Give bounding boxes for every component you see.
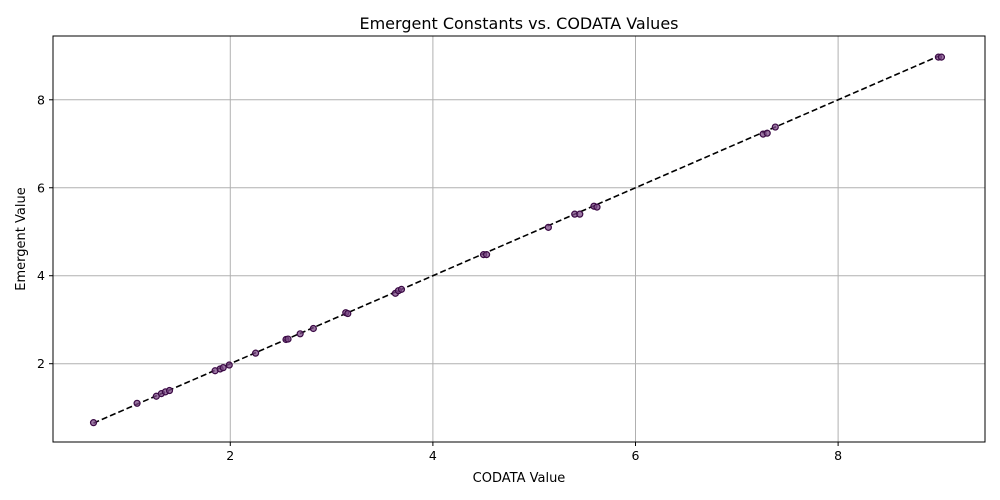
y-tick-label: 4 xyxy=(37,268,45,283)
data-point xyxy=(544,223,552,231)
data-point xyxy=(133,399,141,407)
data-point xyxy=(219,364,227,372)
data-point xyxy=(937,53,946,61)
data-points xyxy=(89,53,946,427)
y-tick-label: 8 xyxy=(37,92,45,107)
x-tick-label: 8 xyxy=(834,448,842,463)
data-point xyxy=(771,123,779,131)
x-tick-label: 2 xyxy=(226,448,234,463)
chart-title: Emergent Constants vs. CODATA Values xyxy=(359,14,678,33)
x-tick-label: 6 xyxy=(632,448,640,463)
data-point xyxy=(344,309,352,318)
data-point xyxy=(763,129,771,137)
plot-frame xyxy=(52,35,986,443)
data-point xyxy=(89,419,98,427)
grid-lines xyxy=(53,36,985,442)
data-point xyxy=(252,349,260,357)
x-tick-label: 4 xyxy=(429,448,437,463)
data-point xyxy=(225,361,233,369)
data-point xyxy=(165,386,174,395)
y-tick-label: 2 xyxy=(37,356,45,371)
reference-line-layer xyxy=(93,55,940,424)
data-point xyxy=(397,285,406,293)
data-point xyxy=(309,324,317,333)
data-point xyxy=(593,203,601,211)
y-axis-label: Emergent Value xyxy=(14,187,29,290)
data-point xyxy=(296,330,304,338)
x-axis-label: CODATA Value xyxy=(473,471,566,486)
data-point xyxy=(576,210,584,218)
data-point xyxy=(284,335,292,343)
axis-ticks: 2 4 6 8 2 4 6 8 xyxy=(37,92,842,463)
reference-line xyxy=(93,55,940,424)
y-tick-label: 6 xyxy=(37,180,45,195)
data-point xyxy=(482,251,491,259)
